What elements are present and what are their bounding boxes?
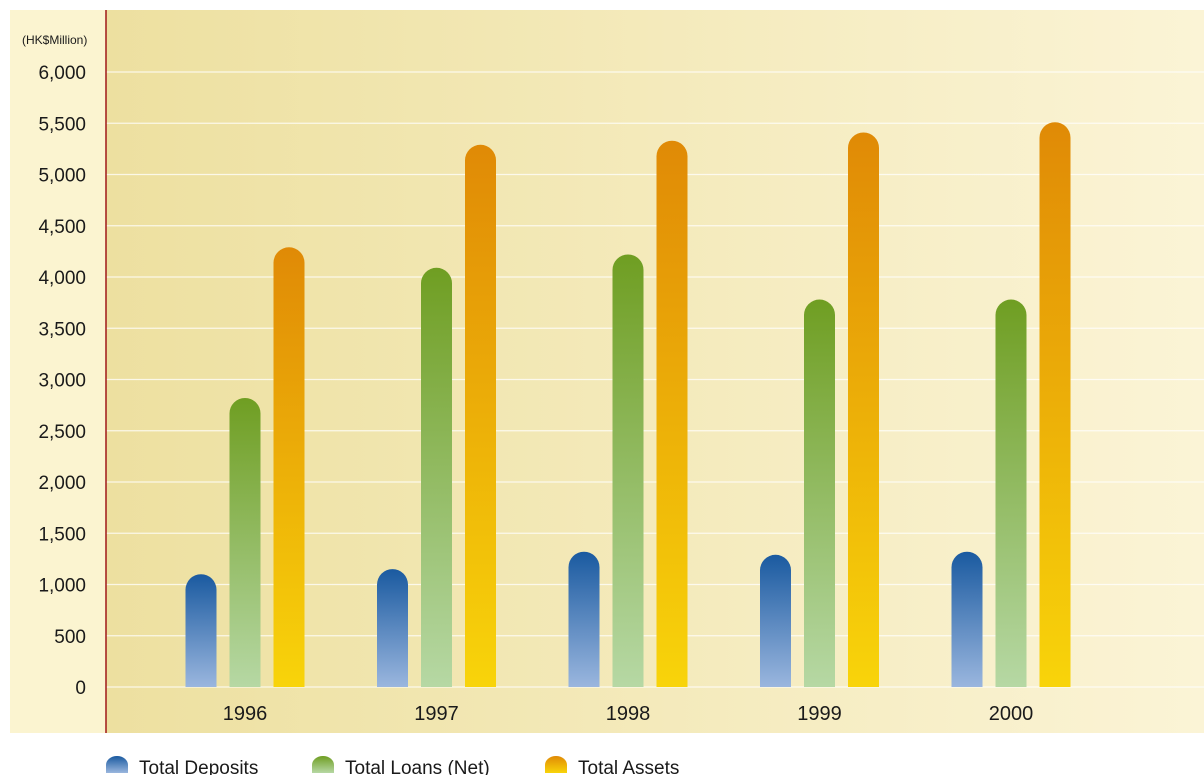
bar-total-assets-1997	[465, 144, 496, 688]
bar-total-deposits-1998	[568, 551, 600, 687]
bar-total-assets-2000	[1039, 122, 1071, 688]
x-tick-label: 1997	[414, 703, 459, 725]
y-tick-label: 6,000	[38, 63, 86, 84]
y-tick-label: 3,500	[38, 319, 86, 340]
y-tick-label: 0	[75, 678, 86, 699]
bar-total-deposits-1996	[185, 574, 217, 687]
y-tick-label: 5,500	[38, 114, 86, 135]
bar-total-loans-net-1997	[421, 267, 452, 687]
bar-total-assets-1998	[656, 140, 688, 688]
y-axis-unit-label: (HK$Million)	[22, 33, 87, 47]
y-axis-ticks: 0 500 1,000 1,500 2,000 2,500 3,000 3,500 4,000 4…	[38, 63, 86, 699]
bar-total-loans-net-1996	[229, 397, 261, 687]
bars	[185, 122, 1071, 688]
x-tick-label: 2000	[989, 703, 1034, 725]
y-tick-label: 2,000	[38, 473, 86, 494]
legend: Total Deposits Total Loans (Net) Total Ass…	[106, 756, 679, 775]
y-tick-label: 3,000	[38, 371, 86, 392]
bar-total-assets-1999	[847, 132, 879, 688]
bar-total-loans-net-1999	[804, 299, 835, 687]
legend-label: Total Loans (Net)	[345, 758, 490, 775]
x-tick-label: 1996	[223, 703, 268, 725]
bar-total-loans-net-2000	[995, 299, 1027, 687]
y-tick-label: 5,000	[38, 166, 86, 187]
axis-strip	[10, 10, 106, 733]
x-axis-labels: 1996 1997 1998 1999 2000	[223, 703, 1034, 725]
bar-total-deposits-1999	[760, 554, 791, 687]
y-tick-label: 2,500	[38, 422, 86, 443]
legend-swatch	[106, 756, 128, 773]
bar-total-loans-net-1998	[612, 254, 644, 687]
x-tick-label: 1998	[606, 703, 651, 725]
y-tick-label: 1,000	[38, 576, 86, 597]
y-tick-label: 500	[54, 627, 86, 648]
y-tick-label: 4,500	[38, 217, 86, 238]
plot-background	[106, 10, 1204, 733]
y-tick-label: 1,500	[38, 524, 86, 545]
y-tick-label: 4,000	[38, 268, 86, 289]
legend-swatch	[312, 756, 334, 773]
legend-label: Total Assets	[578, 758, 679, 775]
legend-label: Total Deposits	[139, 758, 258, 775]
bar-total-deposits-2000	[951, 551, 983, 687]
legend-swatch	[545, 756, 567, 773]
x-tick-label: 1999	[797, 703, 842, 725]
bar-total-deposits-1997	[377, 569, 408, 687]
bar-total-assets-1996	[273, 247, 305, 688]
